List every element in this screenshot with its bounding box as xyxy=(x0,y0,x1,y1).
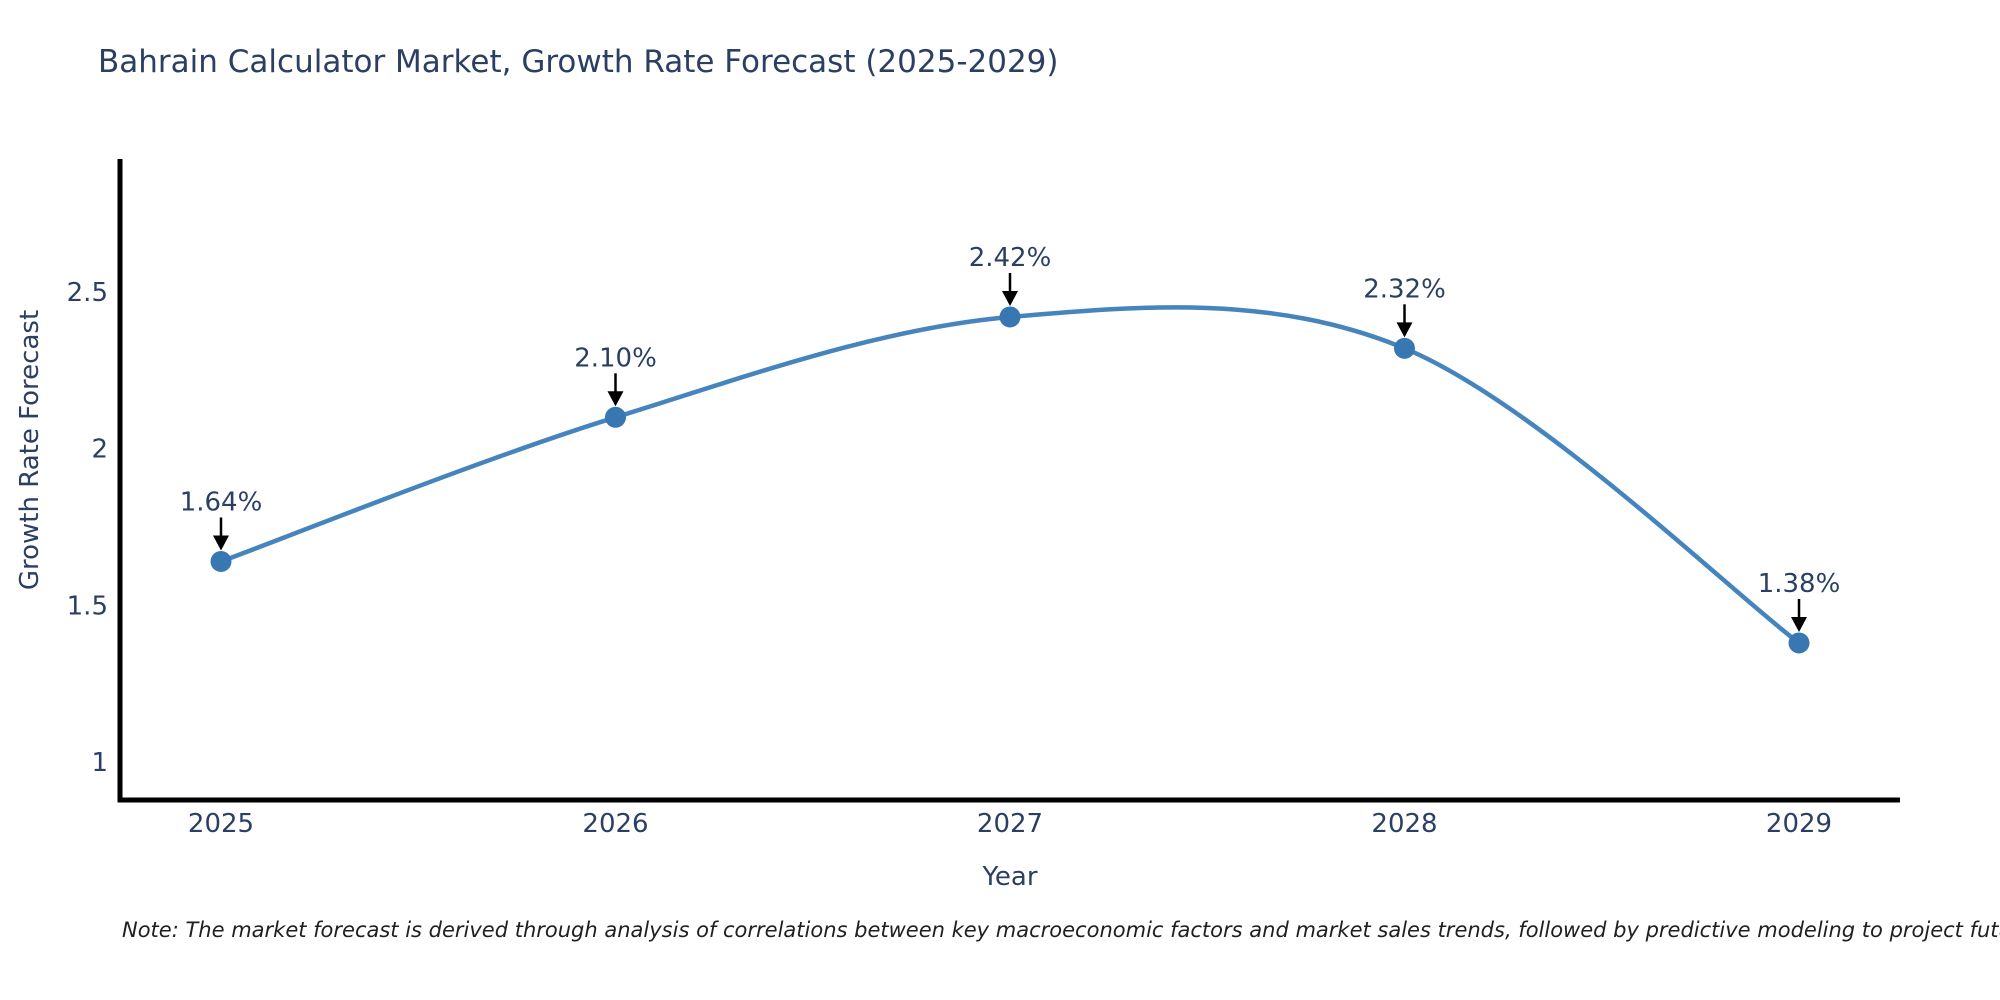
data-point-marker-2027 xyxy=(999,306,1021,328)
footnote: Note: The market forecast is derived thr… xyxy=(122,918,2000,942)
annotation-arrowhead-icon xyxy=(1791,616,1808,632)
data-point-marker-2026 xyxy=(604,406,626,428)
forecast-line xyxy=(218,305,1802,646)
x-tick-label: 2027 xyxy=(977,809,1043,839)
y-tick-label: 2 xyxy=(91,435,108,465)
x-tick-label: 2029 xyxy=(1766,809,1832,839)
x-tick-label: 2028 xyxy=(1371,809,1437,839)
y-tick-label: 1.5 xyxy=(67,591,108,621)
x-axis-title: Year xyxy=(982,862,1038,892)
y-axis-title: Growth Rate Forecast xyxy=(15,309,45,591)
data-point-marker-2028 xyxy=(1394,337,1416,359)
annotation-arrowhead-icon xyxy=(212,535,229,551)
x-tick-label: 2025 xyxy=(188,809,254,839)
point-label-2026: 2.10% xyxy=(574,343,657,373)
y-tick-label: 2.5 xyxy=(67,278,108,308)
point-label-2025: 1.64% xyxy=(180,487,263,517)
annotation-arrowhead-icon xyxy=(1002,290,1018,306)
y-tick-label: 1 xyxy=(91,748,108,778)
point-label-2028: 2.32% xyxy=(1363,274,1446,304)
annotation-arrowhead-icon xyxy=(607,391,624,407)
x-tick-label: 2026 xyxy=(582,809,648,839)
chart-title: Bahrain Calculator Market, Growth Rate F… xyxy=(98,44,1059,80)
data-point-marker-2029 xyxy=(1788,632,1810,654)
point-label-2027: 2.42% xyxy=(969,243,1052,273)
annotation-arrowhead-icon xyxy=(1396,322,1413,338)
data-point-marker-2025 xyxy=(210,550,232,572)
point-label-2029: 1.38% xyxy=(1758,569,1841,599)
